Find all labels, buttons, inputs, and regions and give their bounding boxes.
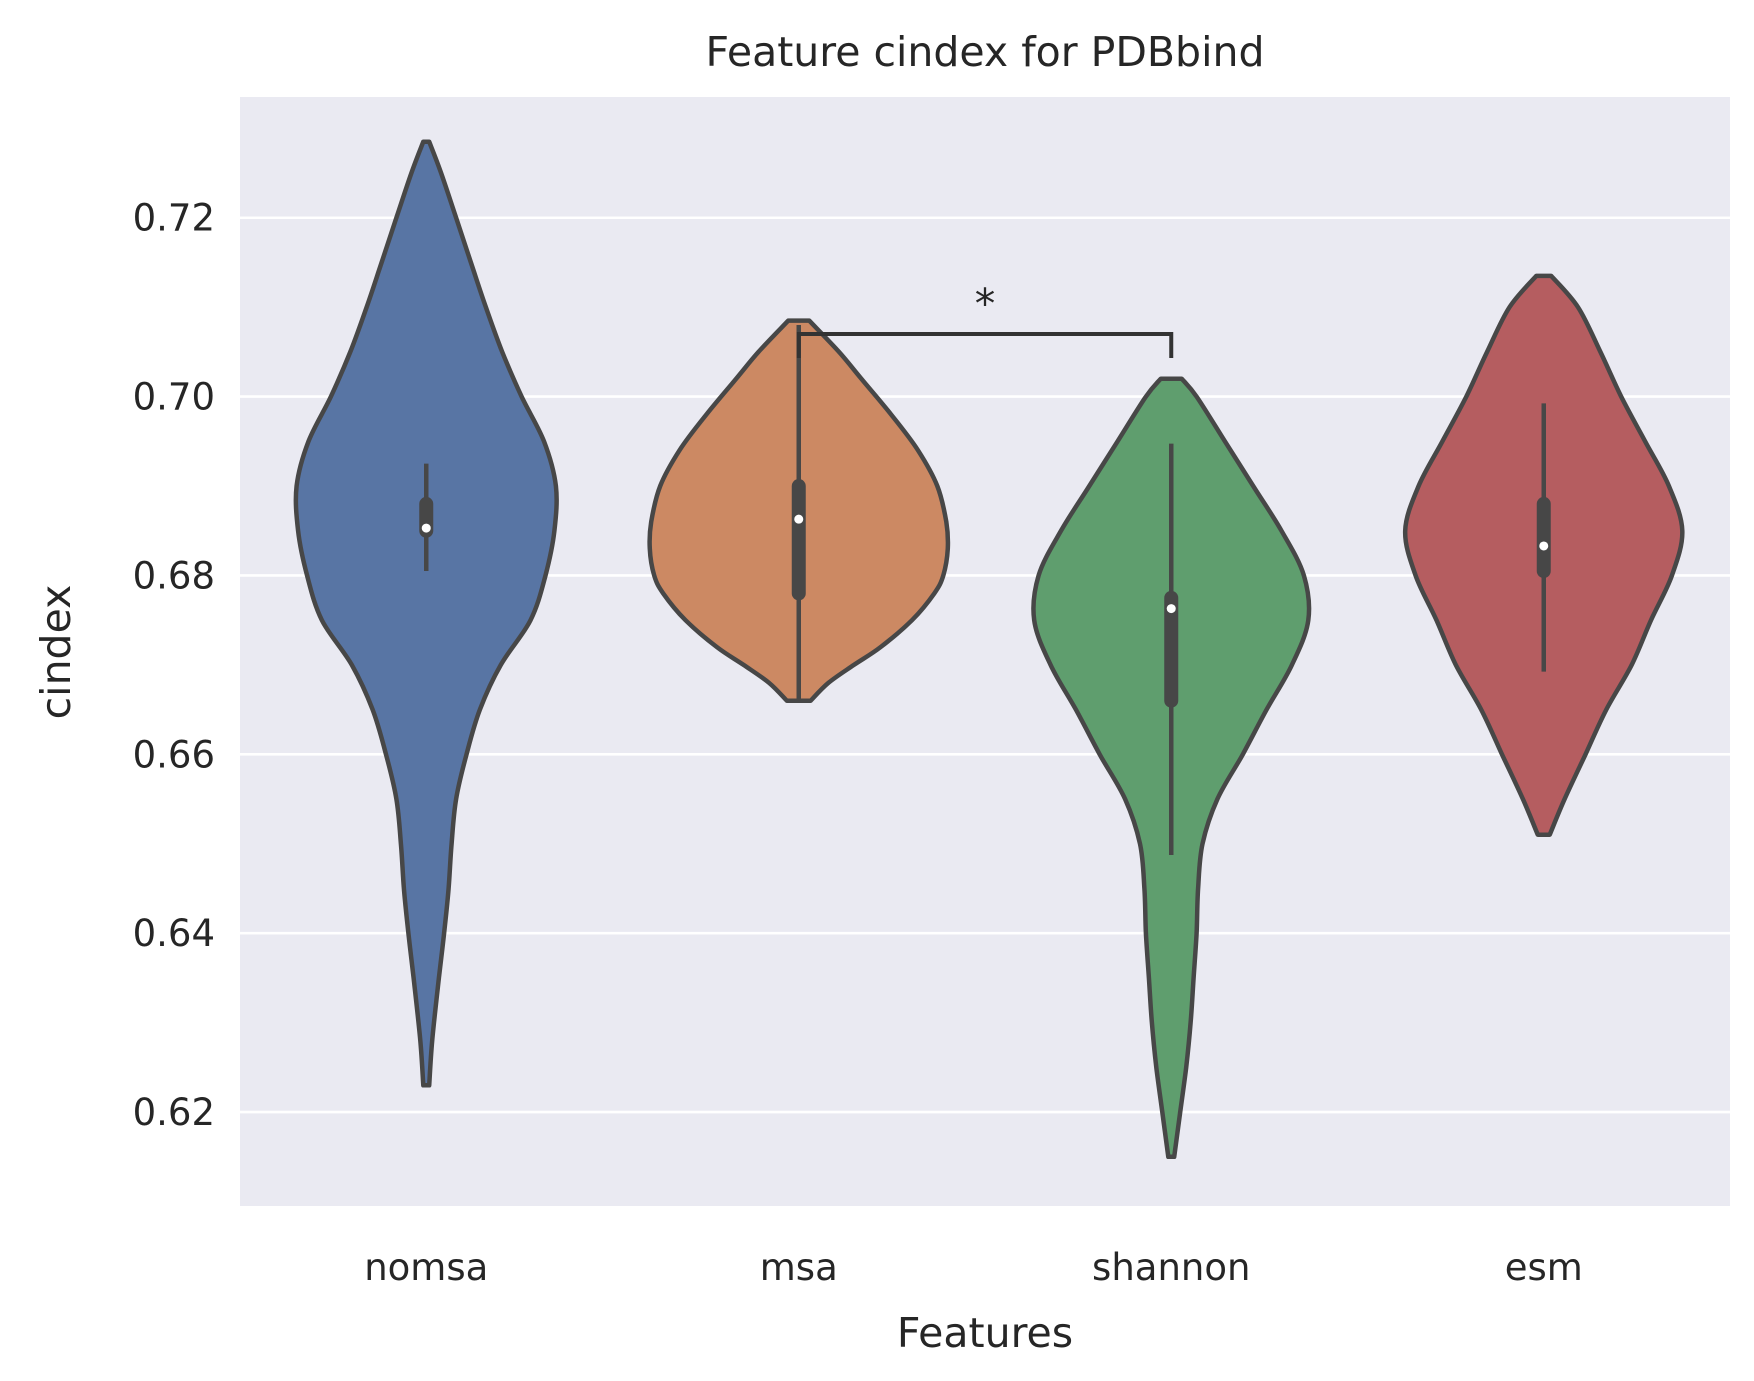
- y-tick-label: 0.72: [133, 197, 215, 240]
- y-axis-label: cindex: [32, 585, 80, 720]
- chart-title: Feature cindex for PDBbind: [706, 28, 1265, 76]
- violin-nomsa: [293, 139, 559, 1088]
- x-axis-label: Features: [897, 1309, 1073, 1357]
- y-tick-label: 0.70: [133, 376, 215, 419]
- y-tick-label: 0.66: [133, 733, 215, 776]
- x-tick-label: nomsa: [364, 1246, 488, 1289]
- y-tick-label: 0.68: [133, 554, 215, 597]
- x-tick-label: esm: [1505, 1246, 1583, 1289]
- x-tick-labels: nomsa msa shannon esm: [364, 1246, 1583, 1289]
- y-tick-label: 0.64: [133, 912, 215, 955]
- median-point-nomsa: [421, 523, 431, 533]
- median-point-esm: [1539, 541, 1549, 551]
- y-tick-label: 0.62: [133, 1091, 215, 1134]
- median-point-shannon: [1166, 604, 1176, 614]
- significance-star: *: [975, 280, 996, 328]
- significance-bracket: [796, 332, 1174, 359]
- significance-annotation: *: [796, 280, 1174, 359]
- y-tick-labels: 0.62 0.64 0.66 0.68 0.70 0.72: [133, 197, 215, 1134]
- x-tick-label: shannon: [1092, 1246, 1250, 1289]
- median-point-msa: [794, 514, 804, 524]
- violins: [293, 139, 1685, 1160]
- x-tick-label: msa: [760, 1246, 838, 1289]
